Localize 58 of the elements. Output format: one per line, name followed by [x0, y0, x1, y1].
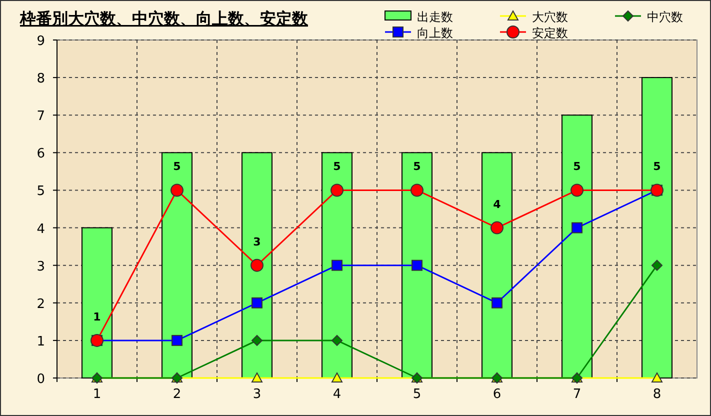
- x-tick-label: 1: [92, 387, 102, 402]
- x-tick-label: 3: [252, 387, 262, 402]
- point: [652, 372, 662, 382]
- bar: [322, 152, 352, 378]
- bar: [482, 152, 512, 378]
- bar: [242, 152, 272, 378]
- bar: [402, 152, 432, 378]
- point: [332, 260, 342, 271]
- point: [332, 372, 342, 382]
- y-tick-label: 1: [36, 334, 45, 350]
- point: [490, 221, 504, 234]
- x-tick-label: 6: [492, 387, 502, 402]
- bar: [82, 227, 112, 378]
- legend-label: 安定数: [532, 26, 568, 40]
- bar: [642, 77, 672, 378]
- data-label: 5: [573, 160, 581, 174]
- x-tick-label: 7: [572, 387, 582, 402]
- legend-label: 向上数: [417, 26, 453, 40]
- bar: [162, 152, 192, 378]
- chart-title: 枠番別大穴数、中穴数、向上数、安定数: [19, 9, 309, 28]
- y-tick-label: 2: [36, 296, 45, 312]
- point: [250, 258, 264, 272]
- y-tick-label: 6: [36, 146, 45, 162]
- y-tick-label: 9: [36, 34, 45, 49]
- data-label: 1: [93, 310, 101, 324]
- point: [332, 334, 342, 346]
- legend-label: 中穴数: [647, 10, 683, 24]
- point: [412, 260, 422, 271]
- point: [492, 297, 502, 308]
- x-tick-label: 5: [412, 387, 422, 402]
- point: [252, 297, 262, 308]
- point: [570, 184, 584, 197]
- y-tick-label: 5: [36, 184, 45, 200]
- legend-label: 大穴数: [532, 10, 568, 24]
- point: [652, 260, 662, 271]
- point: [330, 184, 344, 197]
- y-tick-label: 4: [36, 222, 45, 237]
- point: [252, 372, 262, 382]
- point: [572, 222, 582, 234]
- data-label: 5: [413, 160, 421, 174]
- point: [170, 184, 184, 197]
- bar: [562, 114, 592, 378]
- y-tick-label: 8: [36, 72, 45, 87]
- data-label: 5: [173, 160, 181, 174]
- legend-label: 出走数: [417, 10, 453, 24]
- y-tick-label: 0: [36, 372, 45, 387]
- point: [172, 334, 182, 346]
- data-label: 4: [493, 198, 502, 211]
- x-tick-label: 8: [652, 387, 662, 402]
- data-label: 3: [253, 235, 261, 248]
- y-tick-label: 7: [36, 109, 45, 124]
- point: [410, 184, 424, 197]
- data-label: 5: [653, 160, 661, 174]
- y-tick-label: 3: [36, 259, 45, 274]
- x-tick-label: 4: [332, 387, 342, 402]
- x-tick-label: 2: [172, 387, 182, 402]
- data-label: 5: [333, 160, 341, 174]
- point: [252, 334, 262, 346]
